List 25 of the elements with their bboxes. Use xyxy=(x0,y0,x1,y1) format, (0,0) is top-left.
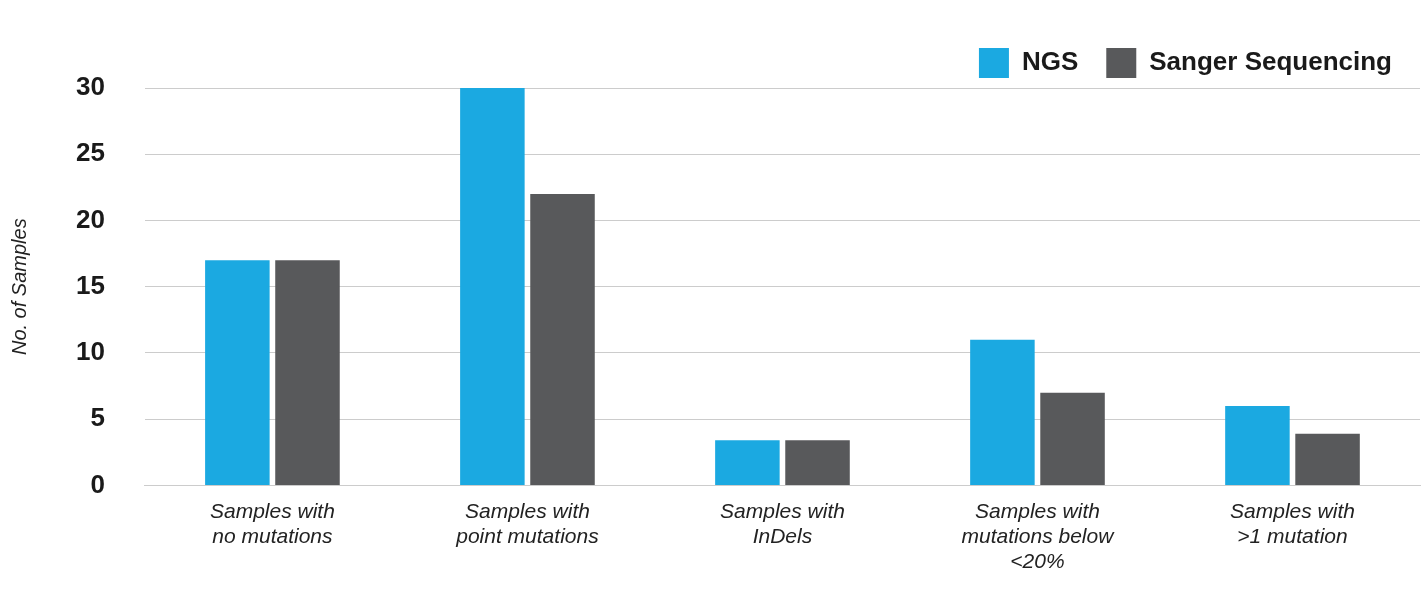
x-tick-label: Samples with point mutations xyxy=(455,498,600,548)
y-tick-label: 10 xyxy=(76,336,105,367)
y-tick-label: 0 xyxy=(90,468,105,499)
y-tick-label: 25 xyxy=(76,137,105,168)
y-tick-label: 15 xyxy=(76,269,105,300)
bar xyxy=(460,88,525,485)
bar xyxy=(1295,433,1360,485)
bar xyxy=(1040,392,1105,485)
x-tick-label: Samples with InDels xyxy=(720,498,845,548)
legend-label: NGS xyxy=(1021,46,1079,77)
bar xyxy=(530,193,595,485)
bar xyxy=(205,260,270,485)
y-tick-label: 30 xyxy=(76,71,105,102)
x-tick-label: Samples with >1 mutation xyxy=(1230,498,1355,548)
y-axis-title: No. of Samples xyxy=(7,218,30,356)
legend-label: Sanger Sequencing xyxy=(1149,46,1393,77)
bar xyxy=(970,339,1035,485)
bar xyxy=(275,260,340,485)
bar xyxy=(785,440,850,485)
bar xyxy=(1225,405,1290,485)
y-tick-label: 20 xyxy=(76,203,105,234)
bar xyxy=(715,440,780,485)
y-tick-label: 5 xyxy=(90,402,105,433)
x-tick-label: Samples with mutations below <20% xyxy=(961,498,1116,573)
x-tick-label: Samples with no mutations xyxy=(209,498,335,548)
